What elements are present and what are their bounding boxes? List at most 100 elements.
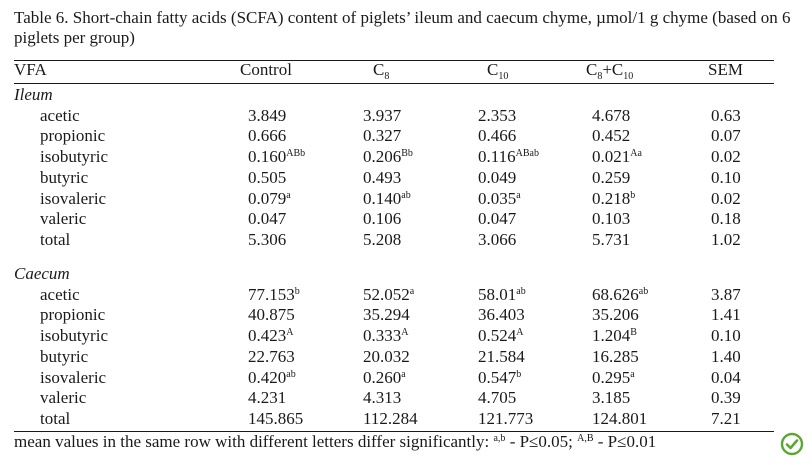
table-cell: 3.185 [592, 388, 630, 408]
header-control: Control [240, 60, 292, 79]
table-cell: 16.285 [592, 347, 639, 367]
cell-value: 0.218 [592, 188, 631, 208]
table-cell: 0.047 [248, 209, 286, 229]
row-label: butyric [40, 167, 89, 187]
cell-value: 4.231 [248, 388, 287, 408]
table-cell: 0.103 [592, 209, 630, 229]
table-cell: 0.140ab [363, 189, 411, 209]
significance-letter: A [516, 327, 524, 339]
section-title: Ileum [14, 85, 53, 104]
cell-value: 0.021 [592, 147, 631, 167]
table-cell: 4.313 [363, 388, 401, 408]
table-cell: 112.284 [363, 409, 418, 429]
significance-letter: ab [286, 368, 296, 380]
table-cell: 36.403 [478, 305, 525, 325]
table-cell: 1.204B [592, 326, 637, 346]
significance-letter: ab [401, 189, 411, 201]
cell-value: 0.206 [363, 147, 402, 167]
header-vfa: VFA [14, 60, 47, 79]
cell-value: 0.423 [248, 326, 287, 346]
table-cell: 3.937 [363, 106, 401, 126]
cell-value: 0.140 [363, 188, 402, 208]
table-cell: 22.763 [248, 347, 295, 367]
sem-cell: 1.02 [711, 229, 741, 249]
table-cell: 21.584 [478, 347, 525, 367]
table-cell: 58.01ab [478, 285, 526, 305]
table-cell: 0.160ABb [248, 147, 305, 167]
cell-value: 58.01 [478, 284, 517, 304]
table-cell: 0.259 [592, 168, 630, 188]
cell-value: 0.259 [592, 167, 631, 187]
cell-value: 124.801 [592, 408, 648, 428]
cell-value: 0.035 [478, 188, 517, 208]
cell-value: 5.306 [248, 229, 287, 249]
significance-letter: a [409, 285, 415, 297]
cell-value: 52.052 [363, 284, 410, 304]
table-cell: 3.066 [478, 230, 516, 250]
row-label: valeric [40, 209, 87, 229]
cell-value: 4.313 [363, 388, 402, 408]
cell-value: 68.626 [592, 284, 639, 304]
cell-value: 145.865 [248, 408, 304, 428]
table-cell: 0.333A [363, 326, 408, 346]
sem-cell: 1.41 [711, 305, 741, 325]
table-cell: 35.294 [363, 305, 410, 325]
table-cell: 0.021Aa [592, 147, 642, 167]
cell-value: 35.294 [363, 305, 410, 325]
significance-letter: A [286, 327, 294, 339]
cell-value: 0.079 [248, 188, 287, 208]
sem-cell: 0.04 [711, 367, 741, 387]
sem-cell: 0.02 [711, 147, 741, 167]
cell-value: 0.547 [478, 367, 517, 387]
sem-cell: 0.02 [711, 188, 741, 208]
table-cell: 5.208 [363, 230, 401, 250]
header-sem: SEM [708, 60, 743, 79]
table-caption: Table 6. Short-chain fatty acids (SCFA) … [14, 8, 791, 47]
sem-cell: 1.40 [711, 346, 741, 366]
table-cell: 0.116ABab [478, 147, 539, 167]
table-cell: 0.666 [248, 126, 286, 146]
cell-value: 5.208 [363, 229, 402, 249]
cell-value: 40.875 [248, 305, 295, 325]
significance-letter: b [630, 189, 636, 201]
significance-letter: Aa [630, 148, 642, 160]
table-cell: 4.705 [478, 388, 516, 408]
cell-value: 1.204 [592, 326, 631, 346]
table-cell: 0.295a [592, 368, 635, 388]
cell-value: 0.103 [592, 209, 631, 229]
sem-cell: 0.63 [711, 105, 741, 125]
cell-value: 3.185 [592, 388, 631, 408]
logo-icon [780, 432, 804, 456]
table-cell: 5.731 [592, 230, 630, 250]
cell-value: 0.106 [363, 209, 402, 229]
cell-value: 121.773 [478, 408, 534, 428]
sem-cell: 0.07 [711, 126, 741, 146]
table-cell: 0.524A [478, 326, 523, 346]
footnote: mean values in the same row with differe… [14, 432, 657, 451]
significance-letter: A [401, 327, 409, 339]
table-cell: 0.079a [248, 189, 291, 209]
sem-cell: 0.18 [711, 209, 741, 229]
table-cell: 0.466 [478, 126, 516, 146]
row-label: total [40, 408, 71, 428]
header-c8c10: C8+C10 [586, 60, 634, 82]
significance-letter: ABb [286, 148, 306, 160]
significance-letter: ABab [515, 148, 539, 160]
table-cell: 121.773 [478, 409, 533, 429]
significance-letter: a [630, 368, 635, 380]
table-cell: 124.801 [592, 409, 647, 429]
sem-cell: 3.87 [711, 284, 741, 304]
sem-cell: 0.10 [711, 167, 741, 187]
cell-value: 0.327 [363, 126, 402, 146]
table-cell: 52.052a [363, 285, 414, 305]
row-label: isovaleric [40, 367, 107, 387]
table-cell: 0.547b [478, 368, 521, 388]
cell-value: 0.116 [478, 147, 516, 167]
table-cell: 0.106 [363, 209, 401, 229]
significance-letter: Bb [401, 148, 413, 160]
cell-value: 0.505 [248, 167, 287, 187]
section-title: Caecum [14, 264, 70, 283]
table-cell: 0.420ab [248, 368, 296, 388]
table-cell: 0.049 [478, 168, 516, 188]
cell-value: 36.403 [478, 305, 525, 325]
